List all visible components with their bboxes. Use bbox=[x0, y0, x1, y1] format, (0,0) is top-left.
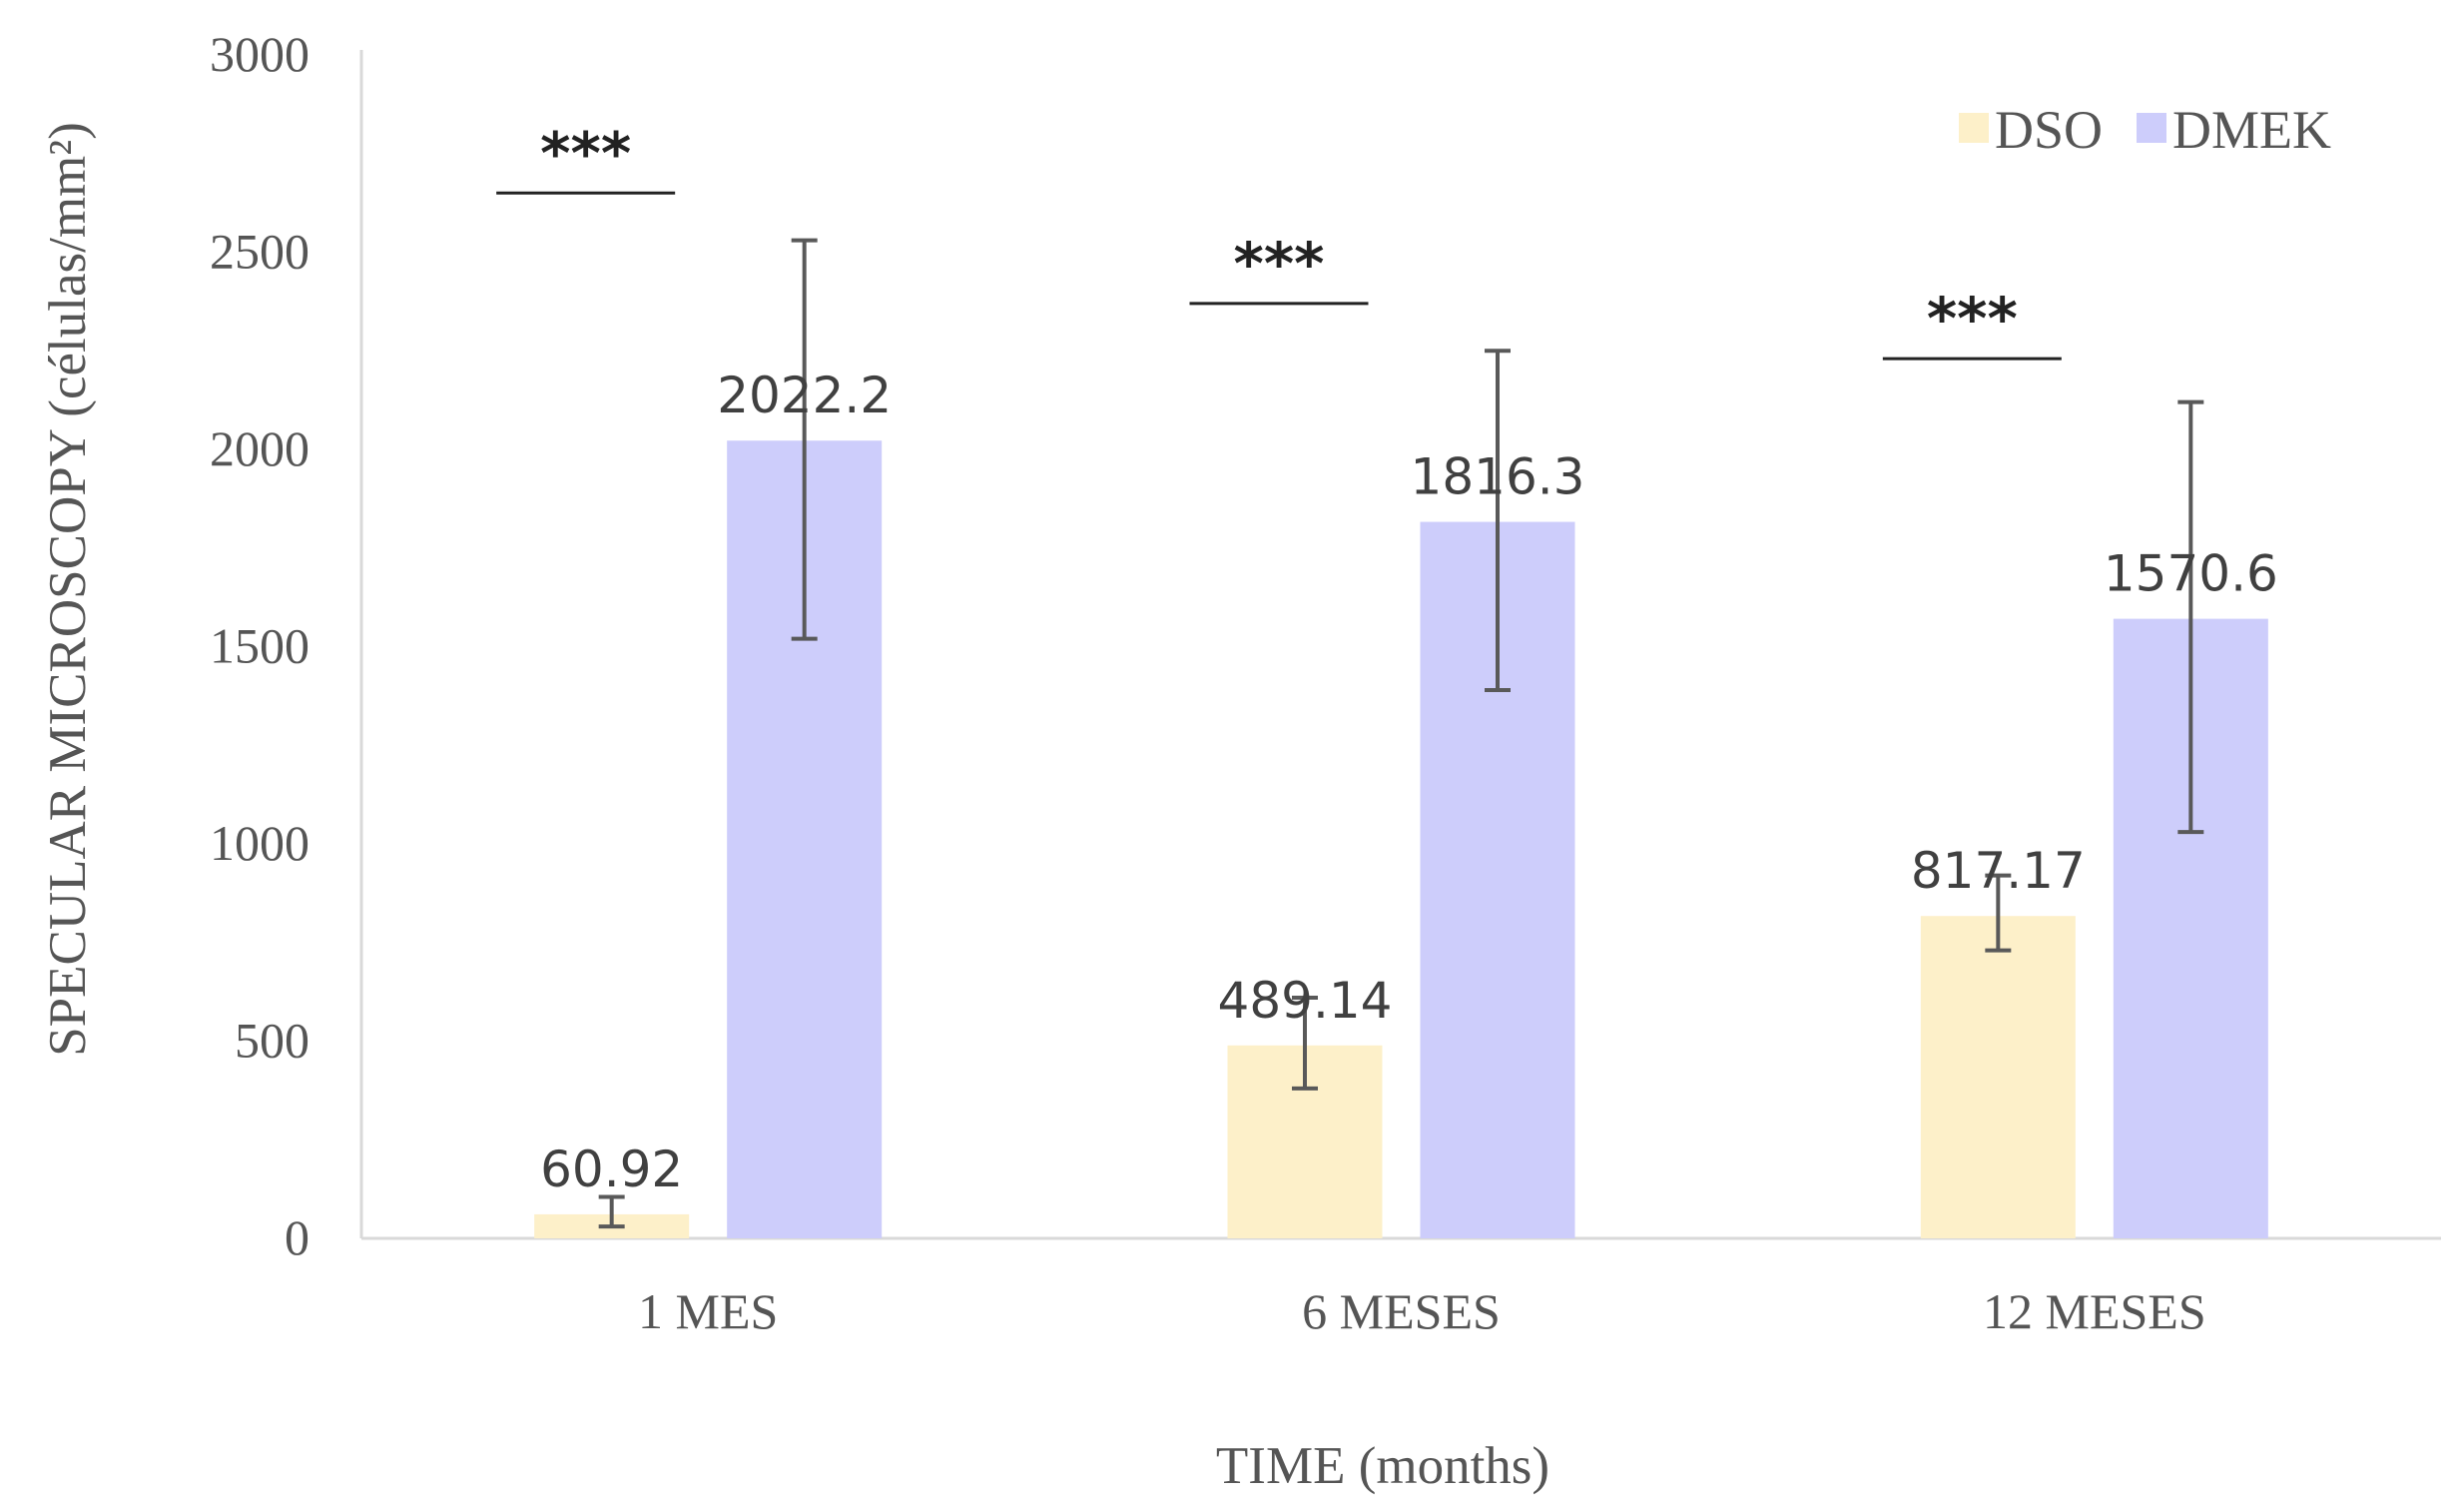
x-tick-label: 6 MESES bbox=[1302, 1283, 1501, 1339]
error-bar bbox=[1485, 349, 1511, 692]
legend: DSO DMEK bbox=[1959, 100, 2331, 160]
data-label: 489.14 bbox=[1218, 972, 1393, 1030]
x-axis: 1 MES 6 MESES 12 MESES bbox=[361, 1236, 2441, 1339]
y-axis-title: SPECULAR MICROSCOPY (células/mm²) bbox=[39, 122, 97, 1057]
bar-dso bbox=[1920, 916, 2076, 1238]
y-tick-label: 2000 bbox=[210, 420, 309, 476]
data-label: 2022.2 bbox=[717, 367, 892, 424]
error-bar bbox=[1292, 996, 1318, 1091]
y-tick-label: 3000 bbox=[210, 26, 309, 82]
error-bar bbox=[598, 1194, 625, 1229]
error-bar bbox=[2177, 399, 2204, 835]
bars bbox=[534, 440, 2268, 1239]
y-tick-label: 2500 bbox=[210, 224, 309, 280]
data-labels: 60.92 489.14 817.17 2022.2 1816.3 1570.6 bbox=[540, 367, 2278, 1198]
data-label: 1570.6 bbox=[2104, 545, 2278, 603]
significance-label: *** bbox=[1234, 230, 1325, 298]
significance-bracket: *** bbox=[1882, 285, 2062, 361]
x-tick-label: 12 MESES bbox=[1983, 1283, 2206, 1339]
data-label: 817.17 bbox=[1911, 842, 2086, 900]
error-bar bbox=[1985, 873, 2012, 953]
data-label: 60.92 bbox=[540, 1140, 683, 1198]
significance-bracket: *** bbox=[496, 119, 676, 195]
legend-label-dso: DSO bbox=[1995, 100, 2103, 160]
y-axis: 0 500 1000 1500 2000 2500 3000 bbox=[210, 26, 363, 1265]
y-tick-label: 500 bbox=[235, 1013, 309, 1069]
error-bar bbox=[791, 238, 818, 641]
data-label: 1816.3 bbox=[1411, 448, 1585, 506]
y-tick-label: 0 bbox=[285, 1209, 309, 1265]
legend-swatch-dso bbox=[1959, 113, 1989, 143]
x-tick-label: 1 MES bbox=[638, 1283, 778, 1339]
error-bars bbox=[598, 238, 2204, 1229]
significance-label: *** bbox=[540, 119, 631, 187]
y-tick-label: 1500 bbox=[210, 618, 309, 674]
significance-label: *** bbox=[1927, 285, 2018, 353]
legend-swatch-dmek bbox=[2137, 113, 2166, 143]
legend-label-dmek: DMEK bbox=[2172, 100, 2331, 160]
y-tick-label: 1000 bbox=[210, 815, 309, 871]
significance-bracket: *** bbox=[1189, 230, 1369, 306]
significance-markers: *** *** *** bbox=[496, 119, 2062, 361]
x-axis-title: TIME (months) bbox=[1216, 1437, 1549, 1495]
